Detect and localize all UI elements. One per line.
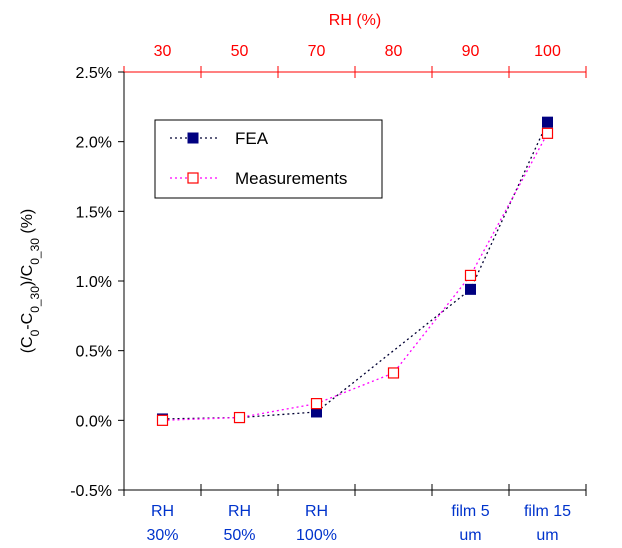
y-tick-label: 2.0% bbox=[76, 135, 112, 152]
legend-marker bbox=[187, 132, 199, 144]
top-ticks: 30 50 70 80 90 100 bbox=[123, 43, 587, 78]
series-layer bbox=[156, 116, 554, 426]
bottom-tick-label: 30% bbox=[146, 527, 178, 544]
y-axis: -0.5%0.0%0.5%1.0%1.5%2.0%2.5% (C0-C0_30)… bbox=[19, 65, 125, 500]
top-tick-label: 50 bbox=[231, 43, 249, 60]
data-point bbox=[233, 411, 246, 424]
y-axis-title-subscript: 0_30 bbox=[28, 238, 42, 265]
y-ticks: -0.5% 0.0% 0.5% 1.0% 1.5% 2.0% 2.5% bbox=[70, 65, 124, 500]
data-point bbox=[465, 283, 476, 295]
y-axis-title-subscript: 0 bbox=[28, 329, 42, 336]
legend-items: FEA Measurements bbox=[170, 129, 347, 188]
bottom-tick-label: um bbox=[459, 527, 481, 544]
data-point bbox=[310, 398, 323, 410]
legend-label: FEA bbox=[235, 129, 269, 148]
bottom-tick-label: 100% bbox=[296, 527, 337, 544]
series-line bbox=[162, 132, 549, 421]
data-point bbox=[387, 367, 400, 379]
data-point bbox=[464, 269, 477, 282]
y-tick-label: 1.0% bbox=[76, 274, 112, 291]
bottom-axis: RH 30% RH 50% RH 100% film 5 um film 15 um bbox=[123, 484, 587, 544]
y-tick-label: 2.5% bbox=[76, 65, 112, 82]
bottom-tick-label: RH bbox=[305, 503, 328, 520]
series-measurements bbox=[156, 127, 554, 426]
legend-item-measurements: Measurements bbox=[170, 169, 347, 188]
y-tick-label: 0.5% bbox=[76, 344, 112, 361]
data-point bbox=[156, 414, 169, 426]
y-tick-label: 0.0% bbox=[76, 413, 112, 430]
top-axis: 30 50 70 80 90 100 RH (%) bbox=[123, 12, 587, 78]
bottom-tick-label: um bbox=[536, 527, 558, 544]
y-tick-label: 1.5% bbox=[76, 204, 112, 221]
y-axis-title-part: -C bbox=[19, 313, 36, 330]
y-axis-title-part: (%) bbox=[19, 209, 36, 238]
data-point bbox=[541, 127, 554, 139]
top-tick-label: 90 bbox=[462, 43, 480, 60]
bottom-tick-label: film 5 bbox=[451, 503, 489, 520]
bottom-tick-label: film 15 bbox=[524, 503, 571, 520]
top-tick-label: 100 bbox=[534, 43, 561, 60]
top-tick-label: 70 bbox=[308, 43, 326, 60]
legend-label: Measurements bbox=[235, 169, 347, 188]
bottom-tick-label: 50% bbox=[223, 527, 255, 544]
top-axis-title: RH (%) bbox=[329, 12, 381, 29]
y-axis-title-part: )/C bbox=[19, 265, 36, 286]
y-axis-title: (C0-C0_30)/C0_30 (%) bbox=[19, 209, 42, 354]
y-tick-label: -0.5% bbox=[70, 483, 112, 500]
data-point bbox=[542, 116, 553, 128]
top-tick-label: 30 bbox=[154, 43, 172, 60]
bottom-tick-label: RH bbox=[151, 503, 174, 520]
y-axis-title-subscript: 0_30 bbox=[28, 286, 42, 313]
top-tick-label: 80 bbox=[385, 43, 403, 60]
legend-marker bbox=[187, 172, 199, 184]
legend: FEA Measurements bbox=[154, 119, 383, 199]
bottom-tick-label: RH bbox=[228, 503, 251, 520]
y-axis-title-part: (C bbox=[19, 336, 36, 353]
bottom-ticks: RH 30% RH 50% RH 100% film 5 um film 15 um bbox=[123, 484, 587, 544]
legend-item-fea: FEA bbox=[170, 129, 269, 148]
